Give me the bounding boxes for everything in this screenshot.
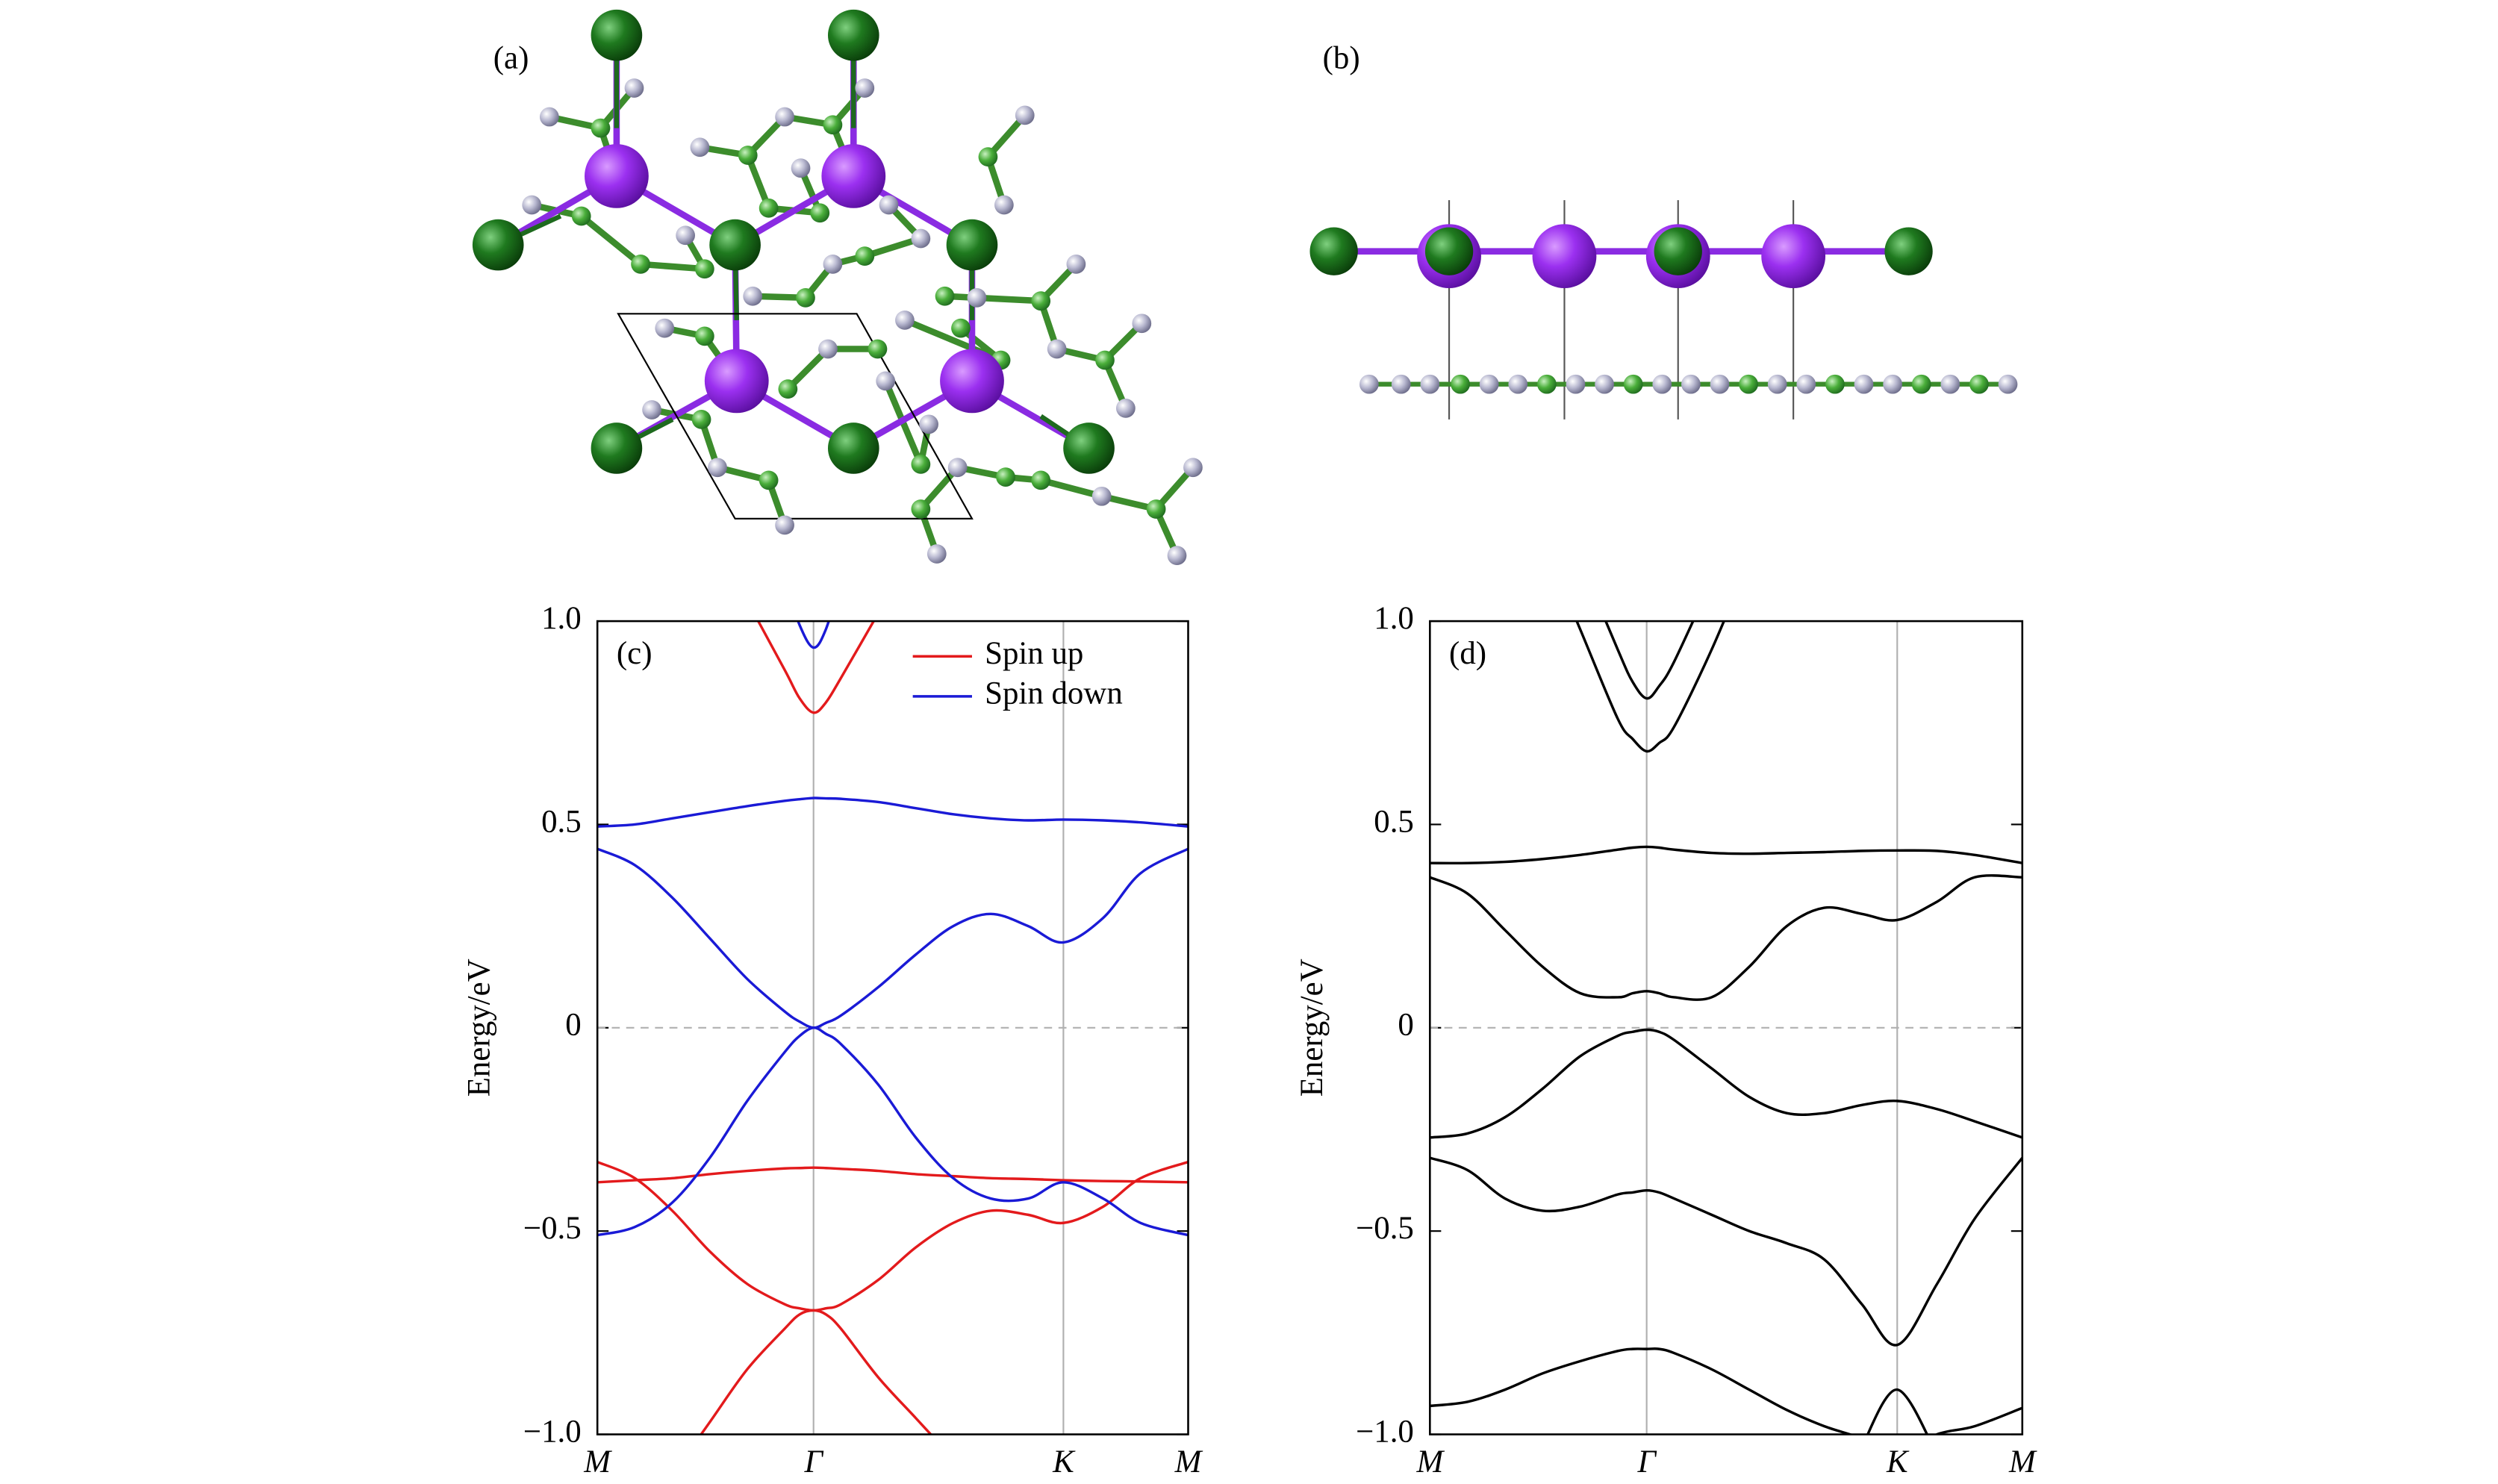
panel-label: (c) (617, 636, 652, 671)
band-line (1430, 1156, 2022, 1347)
band-line (700, 1309, 933, 1435)
panel-label: (d) (1449, 636, 1486, 671)
y-tick-label: 1.0 (1374, 601, 1414, 636)
panel-label: (b) (1323, 40, 1360, 75)
band-line (756, 621, 876, 714)
plot-frame (596, 620, 1189, 1435)
y-tick-label: −1.0 (523, 1414, 582, 1449)
x-tick-label: M (1174, 1444, 1203, 1480)
y-tick-label: 0.5 (1374, 804, 1414, 839)
x-tick-label: M (1415, 1444, 1445, 1480)
band-line (1866, 1388, 1929, 1435)
structure-side-view (1309, 200, 2018, 420)
plot-lines (1430, 621, 2022, 1435)
y-tick-label: −0.5 (523, 1211, 582, 1246)
x-tick-label: M (2008, 1444, 2037, 1480)
x-tick-label: K (1886, 1444, 1910, 1480)
x-tick-label: K (1052, 1444, 1076, 1480)
legend-label: Spin up (985, 636, 1083, 671)
band-line (597, 1166, 1189, 1184)
band-line (597, 1026, 1189, 1237)
y-axis-label: Energy/eV (462, 958, 497, 1097)
y-axis-label: Energy/eV (1295, 958, 1330, 1097)
x-tick-label: M (583, 1444, 612, 1480)
y-tick-label: −1.0 (1356, 1414, 1414, 1449)
y-tick-label: 0 (565, 1008, 581, 1043)
band-line (597, 1160, 1189, 1312)
band-line (597, 847, 1189, 1029)
band-line (797, 621, 830, 649)
x-tick-label: Γ (804, 1444, 824, 1480)
band-line (1604, 621, 1695, 700)
band-line (1575, 621, 1726, 753)
plot-frame (1429, 620, 2024, 1435)
panel-label: (a) (493, 40, 529, 75)
band-line (597, 796, 1189, 828)
plot-lines (597, 621, 1189, 1435)
band-line (1430, 874, 2022, 1001)
y-tick-label: 1.0 (541, 601, 582, 636)
band-line (1430, 1028, 2022, 1139)
band-line (1430, 845, 2022, 865)
x-tick-label: Γ (1636, 1444, 1657, 1480)
y-tick-label: 0 (1398, 1008, 1413, 1043)
legend-label: Spin down (985, 676, 1123, 711)
y-tick-label: −0.5 (1356, 1211, 1414, 1246)
band-line (1430, 1347, 2022, 1435)
structure-top-view (472, 9, 1203, 566)
y-tick-label: 0.5 (541, 804, 582, 839)
